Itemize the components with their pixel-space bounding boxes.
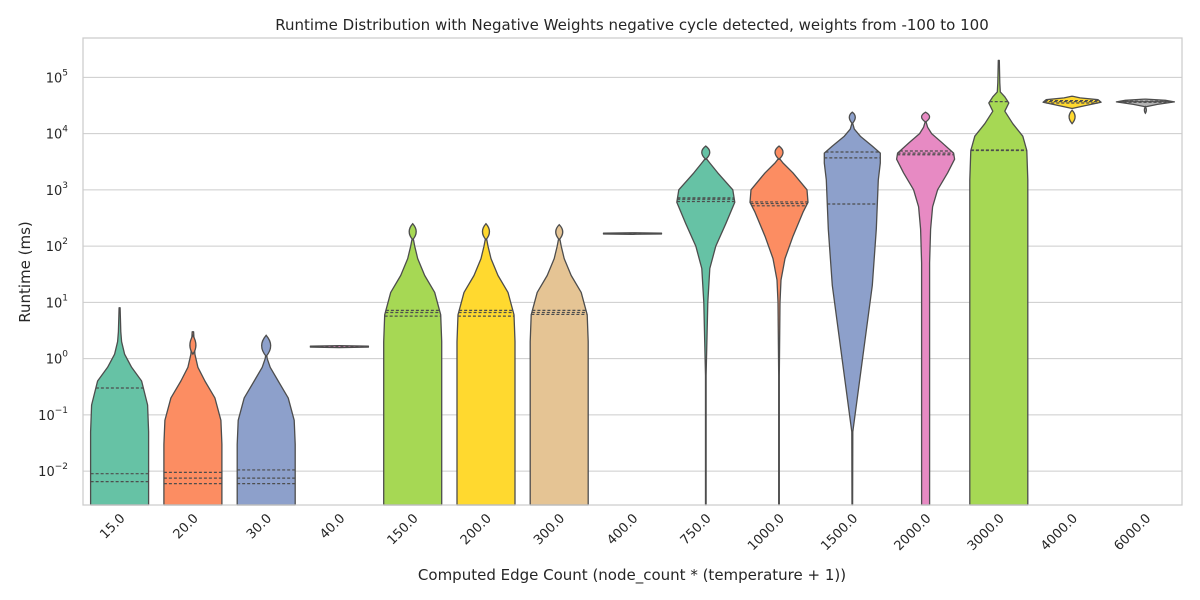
violin-outlier-bulb xyxy=(774,145,784,161)
violin-outlier-bulb xyxy=(920,111,931,123)
violin-outlier-bulb xyxy=(701,145,711,161)
violin-body xyxy=(89,307,150,506)
y-tick-label: 103 xyxy=(46,181,68,199)
violin-outlier-bulb xyxy=(189,333,197,356)
violin-body xyxy=(1042,95,1102,110)
violin-body xyxy=(309,344,370,349)
violin-body xyxy=(163,331,223,506)
violin-body xyxy=(749,158,809,506)
y-axis-ticks: 10−2 10−1 100 101 102 103 104 105 xyxy=(38,68,68,480)
violin-body xyxy=(602,232,663,235)
y-tick-label: 10−2 xyxy=(38,462,68,480)
violin-body xyxy=(969,59,1029,506)
y-tick-label: 105 xyxy=(46,68,68,86)
x-axis-label: Computed Edge Count (node_count * (tempe… xyxy=(418,566,846,585)
violins xyxy=(89,59,1176,506)
y-tick-label: 102 xyxy=(46,237,68,255)
violin-outlier-bulb xyxy=(481,222,491,241)
violin-outlier-bulb xyxy=(408,222,417,241)
violin-outlier-bulb xyxy=(1143,105,1148,115)
y-axis-label: Runtime (ms) xyxy=(16,221,34,323)
violin-outlier-bulb xyxy=(848,111,856,125)
violin-outlier-bulb xyxy=(1068,109,1076,125)
violin-outlier-bulb xyxy=(261,334,272,358)
y-tick-label: 10−1 xyxy=(38,406,68,424)
chart-title: Runtime Distribution with Negative Weigh… xyxy=(275,16,989,34)
y-tick-label: 101 xyxy=(46,293,68,311)
plot-frame xyxy=(82,37,1183,506)
y-tick-label: 100 xyxy=(46,350,69,368)
violin-outlier-bulb xyxy=(555,223,564,241)
y-tick-label: 104 xyxy=(46,125,69,143)
